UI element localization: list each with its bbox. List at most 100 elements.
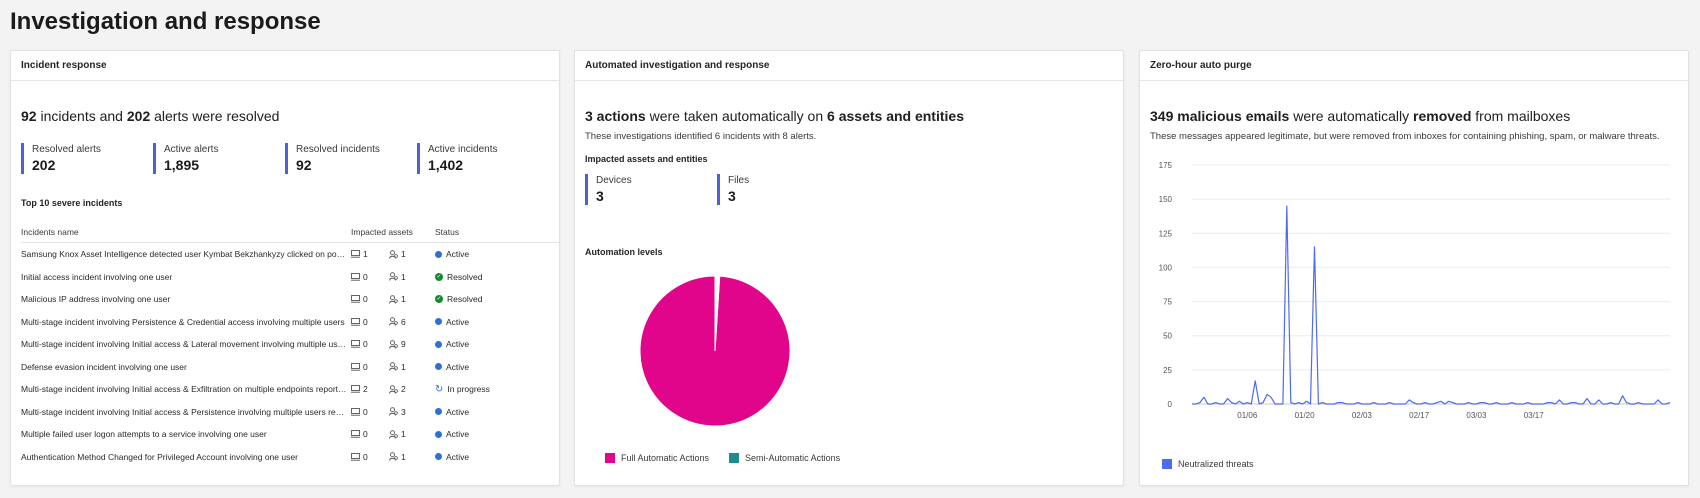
x-tick-label: 02/03	[1352, 411, 1373, 420]
device-count: 0	[363, 294, 368, 305]
incident-name-link[interactable]: Multi-stage incident involving Initial a…	[21, 339, 350, 350]
status-label: Active	[446, 406, 470, 417]
user-count: 1	[401, 271, 406, 282]
incident-headline: 92 incidents and 202 alerts were resolve…	[21, 108, 279, 124]
incident-name-link[interactable]: Multi-stage incident involving Persisten…	[21, 316, 345, 327]
status-label: Resolved	[447, 294, 483, 305]
y-tick-label: 100	[1159, 263, 1173, 272]
impacted-users: 6	[389, 317, 435, 327]
impacted-devices: 0	[351, 317, 389, 327]
status-active-icon	[435, 250, 442, 258]
user-count: 1	[401, 451, 406, 462]
incident-name-link[interactable]: Defense evasion incident involving one u…	[21, 361, 187, 372]
incident-status: Active	[435, 339, 545, 349]
y-tick-label: 175	[1159, 161, 1173, 170]
impacted-devices: 2	[351, 384, 389, 394]
column-header-assets[interactable]: Impacted assets	[351, 227, 413, 237]
column-header-name[interactable]: Incidents name	[21, 227, 79, 237]
status-label: Active	[446, 249, 470, 260]
table-row[interactable]: Authentication Method Changed for Privil…	[21, 446, 559, 469]
device-icon	[351, 295, 360, 304]
incident-name-link[interactable]: Multi-stage incident involving Initial a…	[21, 384, 348, 395]
incident-status: Active	[435, 452, 545, 462]
legend-label-full[interactable]: Full Automatic Actions	[621, 453, 710, 463]
user-icon	[389, 430, 398, 439]
impacted-users: 1	[389, 249, 435, 259]
impacted-users: 9	[389, 339, 435, 349]
table-header: Incidents name Impacted assets Status	[21, 227, 559, 243]
impacted-devices: 0	[351, 429, 389, 439]
table-row[interactable]: Malicious IP address involving one user 0…	[21, 288, 559, 311]
status-label: Active	[446, 316, 470, 327]
table-row[interactable]: Samsung Knox Asset Intelligence detected…	[21, 243, 559, 266]
headline-text: were taken automatically on	[645, 108, 828, 124]
headline-number: removed	[1413, 108, 1472, 124]
status-active-icon	[435, 408, 442, 416]
table-row[interactable]: Multi-stage incident involving Initial a…	[21, 333, 559, 356]
metric-label: Resolved incidents	[296, 144, 380, 155]
status-label: In progress	[447, 384, 490, 395]
y-tick-label: 50	[1163, 332, 1172, 341]
incident-name-link[interactable]: Samsung Knox Asset Intelligence detected…	[21, 249, 351, 260]
device-count: 0	[363, 406, 368, 417]
column-header-status[interactable]: Status	[435, 227, 460, 237]
incident-status: Active	[435, 362, 545, 372]
table-row[interactable]: Initial access incident involving one us…	[21, 266, 559, 289]
headline-text: alerts were resolved	[150, 108, 280, 124]
metric-label: Resolved alerts	[32, 144, 101, 155]
metric-label: Files	[728, 175, 750, 186]
device-icon	[351, 452, 360, 461]
table-row[interactable]: Multi-stage incident involving Initial a…	[21, 378, 559, 401]
x-tick-label: 01/20	[1295, 411, 1316, 420]
user-icon	[389, 250, 398, 259]
device-count: 0	[363, 316, 368, 327]
page-title: Investigation and response	[10, 8, 321, 35]
card-header: Zero-hour auto purge	[1140, 51, 1688, 81]
incident-response-card: Incident response 92 incidents and 202 a…	[10, 50, 560, 486]
legend-swatch-full	[605, 453, 615, 463]
metric-value: 1,895	[164, 157, 200, 173]
device-icon	[351, 340, 360, 349]
metric-files: Files 3	[717, 174, 749, 205]
y-tick-label: 150	[1159, 195, 1173, 204]
table-body: Samsung Knox Asset Intelligence detected…	[21, 243, 559, 468]
legend-label-neutralized[interactable]: Neutralized threats	[1178, 459, 1254, 469]
status-active-icon	[435, 340, 442, 348]
series-line-neutralized-threats[interactable]	[1192, 205, 1671, 405]
pie-slice-semi-automatic[interactable]	[714, 275, 721, 352]
device-icon	[351, 407, 360, 416]
automation-headline: 3 actions were taken automatically on 6 …	[585, 108, 964, 124]
table-row[interactable]: Multiple failed user logon attempts to a…	[21, 423, 559, 446]
metric-active-incidents: Active incidents 1,402	[417, 143, 497, 174]
y-tick-label: 25	[1163, 366, 1172, 375]
device-count: 1	[363, 249, 368, 260]
legend-label-semi[interactable]: Semi-Automatic Actions	[745, 453, 841, 463]
user-icon	[389, 362, 398, 371]
incident-name-link[interactable]: Malicious IP address involving one user	[21, 294, 171, 305]
pie-legend: Full Automatic Actions Semi-Automatic Ac…	[605, 453, 840, 463]
automation-subtext: These investigations identified 6 incide…	[585, 131, 817, 142]
impacted-devices: 0	[351, 272, 389, 282]
incident-name-link[interactable]: Multi-stage incident involving Initial a…	[21, 406, 351, 417]
x-tick-label: 03/03	[1466, 411, 1487, 420]
status-label: Active	[446, 339, 470, 350]
incident-name-link[interactable]: Initial access incident involving one us…	[21, 271, 173, 282]
incidents-table: Incidents name Impacted assets Status Sa…	[21, 227, 559, 468]
status-active-icon	[435, 318, 442, 326]
device-icon	[351, 250, 360, 259]
incident-name-link[interactable]: Authentication Method Changed for Privil…	[21, 451, 298, 462]
impacted-assets-label: Impacted assets and entities	[585, 154, 708, 164]
status-label: Active	[446, 451, 470, 462]
table-row[interactable]: Multi-stage incident involving Initial a…	[21, 401, 559, 424]
automation-levels-pie-chart	[639, 275, 791, 427]
user-icon	[389, 407, 398, 416]
incident-status: Active	[435, 407, 545, 417]
table-row[interactable]: Multi-stage incident involving Persisten…	[21, 311, 559, 334]
card-title: Incident response	[21, 60, 107, 71]
table-row[interactable]: Defense evasion incident involving one u…	[21, 356, 559, 379]
legend-swatch-neutralized	[1162, 459, 1172, 469]
card-title: Zero-hour auto purge	[1150, 60, 1252, 71]
device-icon	[351, 430, 360, 439]
device-icon	[351, 362, 360, 371]
incident-name-link[interactable]: Multiple failed user logon attempts to a…	[21, 429, 267, 440]
